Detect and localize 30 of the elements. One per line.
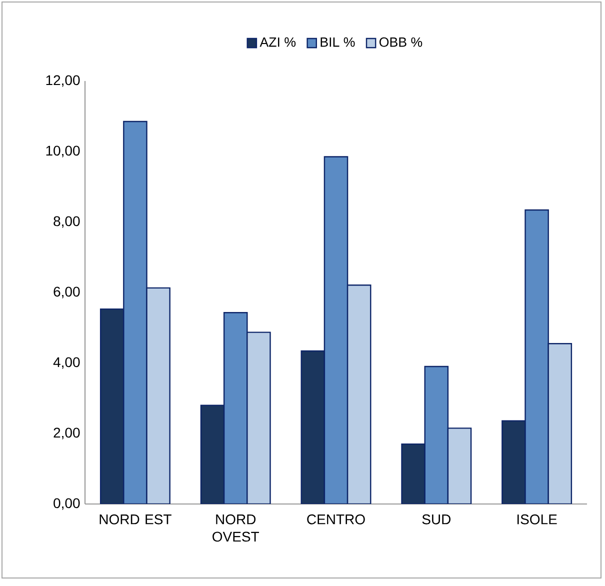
x-tick-label: NORD EST [100, 514, 172, 524]
legend-label: AZI % [260, 37, 296, 47]
y-tick-label: 2,00 [54, 428, 80, 440]
bar [300, 350, 326, 504]
bar [324, 156, 348, 504]
bar [146, 287, 170, 504]
bar [447, 428, 472, 504]
y-tick-label: 10,00 [46, 146, 80, 158]
bar [401, 443, 426, 504]
x-tick-label: ISOLE [517, 514, 557, 524]
bar [524, 209, 549, 504]
y-tick-label: 12,00 [46, 75, 80, 87]
bar [502, 420, 526, 504]
y-tick-label: 6,00 [54, 286, 80, 298]
bar [223, 312, 248, 504]
x-tick-label: NORD OVEST [212, 514, 259, 542]
bar [424, 366, 449, 504]
y-tick-label: 4,00 [53, 357, 80, 369]
y-tick-label: 8,00 [54, 216, 80, 228]
x-tick-label: CENTRO [307, 514, 365, 524]
bar [100, 308, 124, 504]
y-tick-label: 0,00 [54, 498, 80, 510]
bar [200, 404, 225, 504]
bar [548, 343, 572, 504]
legend-label: BIL % [320, 37, 355, 47]
x-tick-label: SUD [422, 514, 450, 524]
bar [346, 284, 372, 504]
legend-label: OBB % [380, 37, 422, 47]
bar [246, 332, 271, 504]
bar [123, 120, 148, 504]
